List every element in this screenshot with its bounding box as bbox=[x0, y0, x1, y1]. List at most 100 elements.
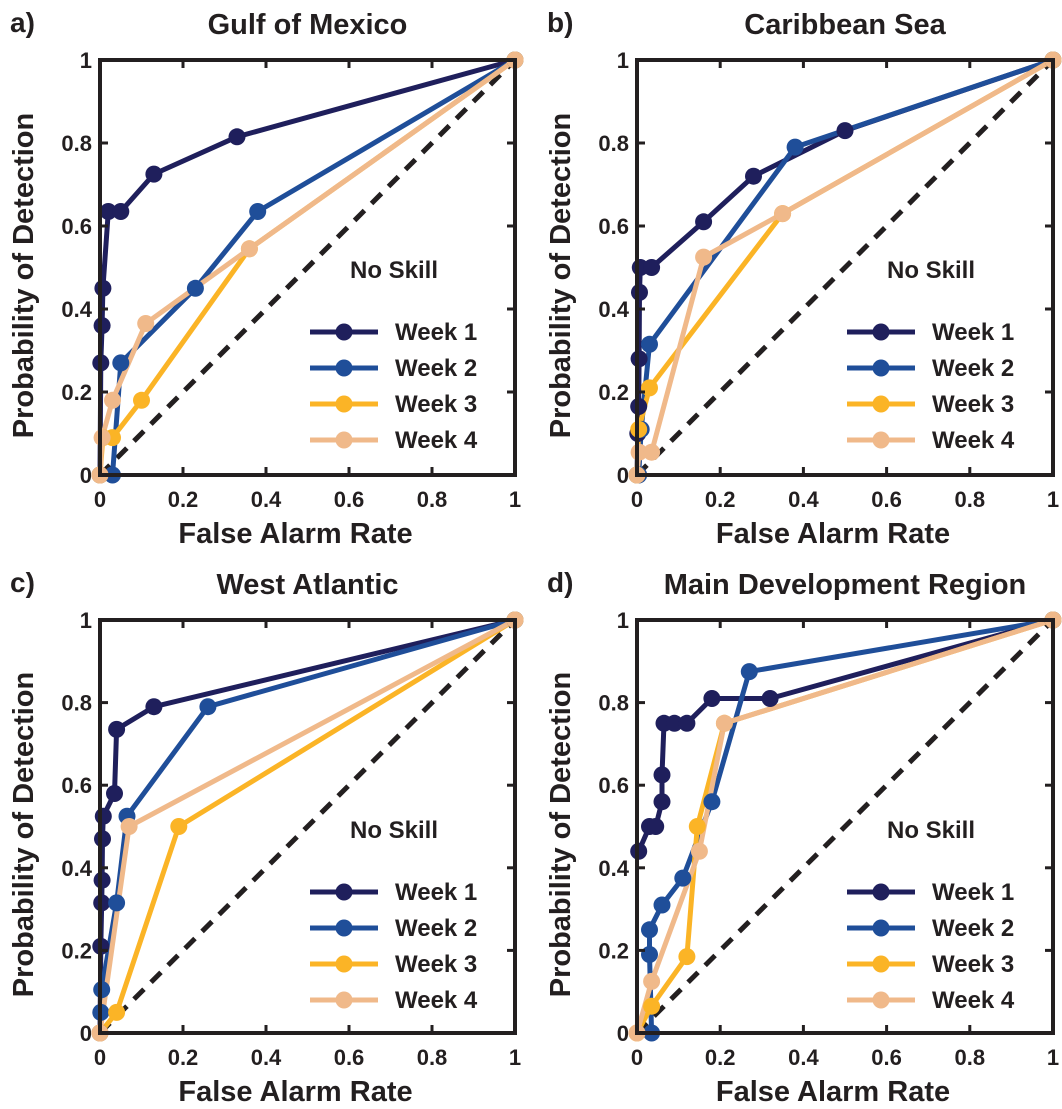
y-tick-label: 0.2 bbox=[598, 938, 629, 963]
x-tick-label: 0.8 bbox=[417, 1045, 448, 1070]
data-point-week-1 bbox=[665, 714, 683, 732]
data-point-week-4 bbox=[643, 443, 661, 461]
legend-marker-week-2 bbox=[335, 359, 353, 377]
x-tick-label: 1 bbox=[1047, 1045, 1059, 1070]
data-point-week-2 bbox=[112, 354, 130, 372]
data-point-week-1 bbox=[106, 785, 123, 802]
x-tick-label: 0 bbox=[631, 1045, 643, 1070]
data-point-week-2 bbox=[249, 203, 267, 220]
legend-entry-week-3: Week 3 bbox=[932, 391, 1014, 418]
data-point-week-1 bbox=[653, 766, 671, 784]
legend-marker-week-2 bbox=[872, 359, 890, 377]
legend-entry-week-3: Week 3 bbox=[395, 391, 477, 418]
data-point-week-1 bbox=[631, 283, 648, 301]
legend: No Skill Week 1 Week 2 Week 3 Week 4 bbox=[847, 817, 1015, 1014]
y-tick-label: 0.4 bbox=[598, 297, 629, 322]
data-point-week-1 bbox=[94, 830, 111, 848]
data-point-week-4 bbox=[690, 842, 708, 860]
data-point-week-3 bbox=[688, 818, 706, 835]
data-point-week-1 bbox=[647, 818, 665, 835]
panel-label: d) bbox=[547, 567, 573, 598]
data-point-week-3 bbox=[108, 1003, 126, 1021]
y-tick-label: 0.6 bbox=[61, 214, 92, 239]
x-axis-label: False Alarm Rate bbox=[716, 1076, 950, 1108]
legend-entry-week-3: Week 3 bbox=[395, 951, 477, 978]
data-point-week-3 bbox=[678, 948, 696, 966]
legend: No Skill Week 1 Week 2 Week 3 Week 4 bbox=[310, 817, 478, 1014]
data-point-week-4 bbox=[695, 248, 713, 266]
data-point-week-2 bbox=[674, 869, 692, 887]
y-tick-label: 1 bbox=[617, 608, 629, 633]
no-skill-line bbox=[635, 58, 1055, 477]
data-point-week-4 bbox=[630, 443, 648, 461]
data-point-week-1 bbox=[678, 714, 696, 732]
data-point-week-1 bbox=[703, 690, 721, 707]
legend-marker-week-3 bbox=[335, 955, 353, 973]
legend-marker-week-4 bbox=[872, 991, 890, 1009]
no-skill-label: No Skill bbox=[887, 257, 975, 284]
y-axis-label: Probability of Detection bbox=[545, 113, 577, 438]
data-point-week-1 bbox=[108, 720, 126, 738]
data-point-week-1 bbox=[94, 279, 112, 297]
x-tick-label: 0.2 bbox=[705, 487, 736, 512]
y-tick-label: 0.4 bbox=[61, 856, 92, 881]
x-tick-label: 0.6 bbox=[334, 1045, 365, 1070]
y-tick-label: 0.4 bbox=[598, 856, 629, 881]
y-tick-label: 0.8 bbox=[598, 691, 629, 716]
y-tick-label: 0 bbox=[617, 1021, 629, 1046]
y-tick-label: 0.4 bbox=[61, 297, 92, 322]
x-axis-label: False Alarm Rate bbox=[178, 1076, 412, 1108]
y-axis-label: Probability of Detection bbox=[8, 113, 40, 438]
data-point-week-2 bbox=[653, 896, 671, 914]
data-point-week-2 bbox=[641, 335, 658, 353]
data-point-week-4 bbox=[93, 429, 111, 447]
y-tick-label: 0.6 bbox=[598, 214, 629, 239]
data-point-week-1 bbox=[836, 122, 854, 140]
x-axis-label: False Alarm Rate bbox=[716, 518, 950, 550]
legend: No Skill Week 1 Week 2 Week 3 Week 4 bbox=[847, 257, 1015, 454]
no-skill-line bbox=[635, 618, 1055, 1035]
axes-frame bbox=[635, 618, 1055, 1035]
x-tick-label: 0 bbox=[631, 487, 643, 512]
roc-panel-1: a) Gulf of Mexico 0 0.2 0.4 0.6 0.8 1 0 0.2 0.4 0.6… bbox=[8, 7, 524, 550]
series-line-week-3 bbox=[98, 617, 517, 1035]
y-tick-label: 0.2 bbox=[598, 380, 629, 405]
legend-entry-week-2: Week 2 bbox=[932, 915, 1014, 942]
data-point-week-3 bbox=[641, 379, 658, 397]
legend-marker-week-3 bbox=[872, 955, 890, 973]
x-tick-label: 0.6 bbox=[871, 487, 902, 512]
x-tick-label: 0.6 bbox=[871, 1045, 902, 1070]
no-skill-line bbox=[98, 618, 517, 1035]
legend-entry-week-2: Week 2 bbox=[932, 355, 1014, 382]
data-point-week-1 bbox=[112, 203, 130, 220]
data-point-week-2 bbox=[703, 793, 721, 811]
legend-entry-week-4: Week 4 bbox=[932, 987, 1015, 1014]
legend-marker-week-1 bbox=[872, 323, 890, 341]
data-point-week-4 bbox=[240, 240, 258, 258]
legend-marker-week-1 bbox=[335, 323, 353, 341]
legend-entry-week-2: Week 2 bbox=[395, 915, 477, 942]
no-skill-line bbox=[98, 58, 517, 477]
y-tick-label: 1 bbox=[617, 48, 629, 73]
data-point-week-1 bbox=[653, 793, 671, 811]
y-tick-label: 0.8 bbox=[61, 131, 92, 156]
x-tick-label: 0.8 bbox=[417, 487, 448, 512]
legend-marker-week-2 bbox=[335, 919, 353, 937]
panel-label: b) bbox=[547, 7, 573, 38]
y-axis-label: Probability of Detection bbox=[8, 672, 40, 997]
legend-entry-week-1: Week 1 bbox=[395, 879, 477, 906]
legend-marker-week-4 bbox=[872, 431, 890, 449]
x-tick-label: 0.4 bbox=[251, 487, 282, 512]
x-tick-label: 0.2 bbox=[168, 487, 199, 512]
x-tick-label: 1 bbox=[1047, 487, 1059, 512]
roc-panel-3: c) West Atlantic 0 0.2 0.4 0.6 0.8 1 0 0.2 0.4 0.6 0… bbox=[8, 567, 524, 1108]
x-tick-label: 1 bbox=[509, 487, 521, 512]
y-tick-label: 0 bbox=[617, 463, 629, 488]
x-tick-label: 0.4 bbox=[788, 1045, 819, 1070]
data-point-week-2 bbox=[641, 946, 658, 963]
data-point-week-1 bbox=[93, 317, 111, 335]
x-tick-label: 0.6 bbox=[334, 487, 365, 512]
panel-title: Caribbean Sea bbox=[744, 9, 946, 41]
panel-label: c) bbox=[10, 567, 35, 598]
axes-frame bbox=[98, 58, 517, 477]
